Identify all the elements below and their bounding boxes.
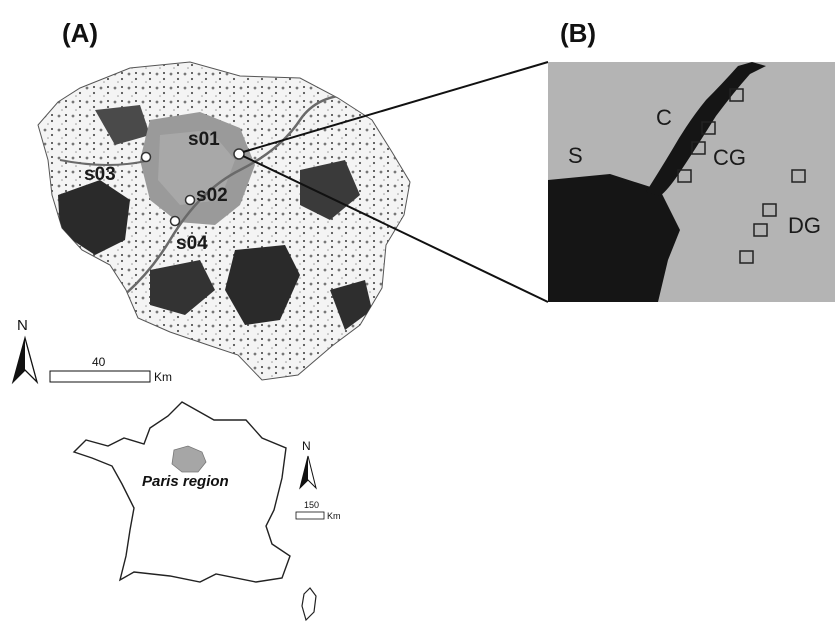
zone-label-dg: DG — [788, 213, 821, 238]
corsica-island — [301, 587, 317, 622]
scale-bar-small-value: 150 — [304, 500, 319, 510]
sample-square[interactable] — [677, 169, 692, 183]
north-arrow: N — [11, 317, 39, 385]
panel-a-label: (A) — [62, 18, 99, 48]
sample-square[interactable] — [753, 223, 768, 237]
zone-label-cg: CG — [713, 145, 746, 170]
river — [59, 159, 151, 166]
scale-bar-unit: Km — [154, 370, 172, 384]
dark-landcover-patch — [225, 245, 300, 325]
site-markers — [140, 148, 245, 227]
dark-landcover-patch — [58, 180, 130, 255]
site-marker-s01[interactable] — [233, 148, 245, 160]
dark-landcover-patch — [150, 260, 215, 315]
site-label-s03: s03 — [84, 164, 116, 185]
north-label-small: N — [302, 439, 311, 453]
site-marker-s04[interactable] — [169, 215, 181, 227]
sample-square[interactable] — [729, 88, 744, 102]
scale-bar-small-unit: Km — [327, 511, 341, 521]
inset-connector-line — [242, 155, 549, 303]
panel-b-label: (B) — [560, 18, 597, 48]
north-label: N — [17, 317, 28, 334]
north-arrow-small: N — [299, 439, 317, 490]
canal-strip — [646, 62, 766, 196]
site-label-s01: s01 — [188, 129, 220, 150]
dark-landcover-patch — [330, 280, 372, 330]
sample-squares — [677, 88, 806, 264]
site-marker-s02[interactable] — [184, 194, 196, 206]
region-outline — [37, 61, 411, 381]
sample-square[interactable] — [691, 141, 706, 155]
zone-label-c: C — [656, 105, 672, 130]
sample-square[interactable] — [701, 121, 716, 135]
france-outline — [72, 401, 291, 583]
sample-square[interactable] — [739, 250, 754, 264]
dark-building-block — [548, 174, 680, 302]
site-marker-s03[interactable] — [140, 151, 152, 163]
sample-square[interactable] — [791, 169, 806, 183]
inset-connector-line — [242, 61, 549, 153]
zone-label-s: S — [568, 143, 583, 168]
sample-square[interactable] — [762, 203, 777, 217]
river — [89, 93, 371, 322]
scale-bar-small-rect — [295, 511, 325, 520]
scale-bar: 40 Km — [49, 355, 172, 384]
dark-landcover-patch — [95, 105, 150, 145]
region-map: s01 s02 s03 s04 — [37, 61, 411, 381]
scale-bar-value: 40 — [92, 355, 106, 369]
paris-region-label: Paris region — [142, 473, 229, 490]
site-label-s04: s04 — [176, 233, 208, 254]
scale-bar-rect — [49, 370, 151, 383]
france-map: Paris region — [72, 401, 317, 622]
scale-bar-small: 150 Km — [295, 500, 341, 521]
site-label-s02: s02 — [196, 185, 228, 206]
paris-region-highlight — [171, 445, 207, 473]
inset-panel: S C CG DG — [548, 62, 835, 302]
